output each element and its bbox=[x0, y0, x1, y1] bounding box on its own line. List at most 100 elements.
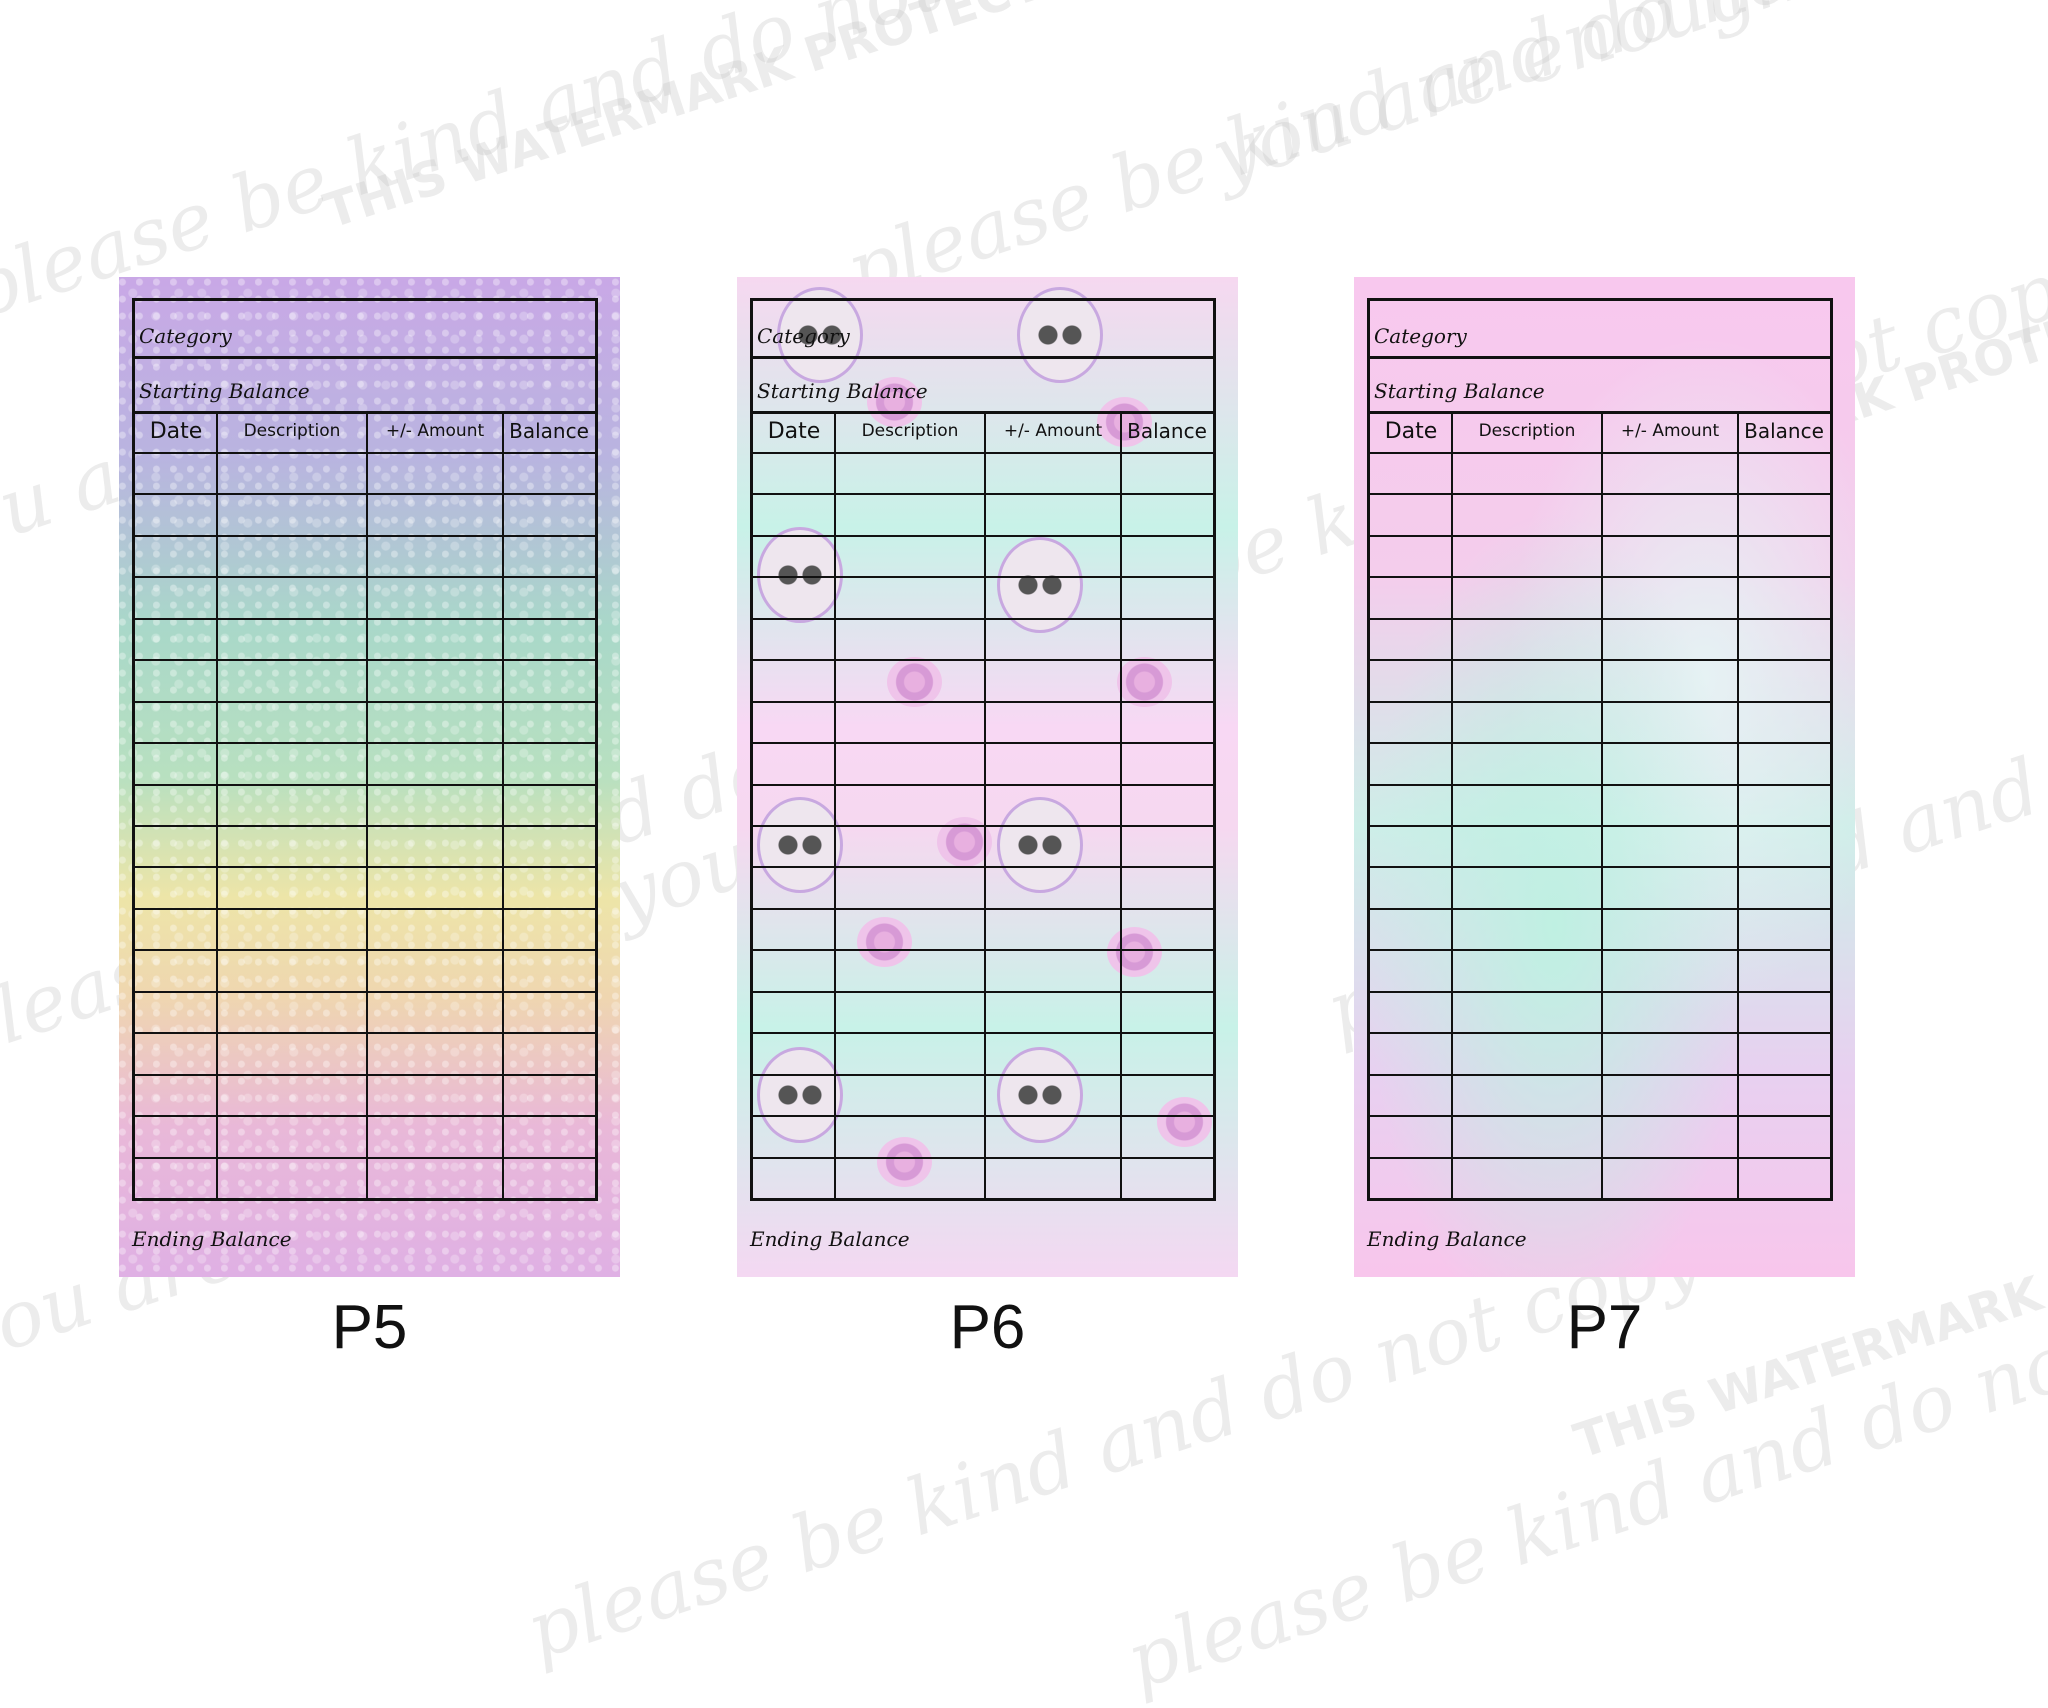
column-header: +/- Amount bbox=[385, 421, 485, 441]
rose-illustration bbox=[1117, 657, 1172, 707]
row-divider bbox=[753, 1032, 1213, 1035]
row-divider bbox=[753, 907, 1213, 910]
column-divider bbox=[1120, 411, 1122, 1198]
column-header: +/- Amount bbox=[1620, 421, 1720, 441]
row-divider bbox=[135, 617, 595, 620]
row-divider bbox=[135, 907, 595, 910]
row-divider bbox=[1370, 825, 1830, 827]
category-field[interactable]: Category bbox=[753, 301, 1213, 359]
column-header: Date bbox=[1384, 419, 1438, 444]
rose-illustration bbox=[857, 917, 912, 967]
column-divider bbox=[1601, 411, 1603, 1198]
column-divider bbox=[834, 411, 836, 1198]
row-divider bbox=[753, 742, 1213, 745]
row-divider bbox=[1370, 866, 1830, 869]
skull-illustration bbox=[997, 1047, 1083, 1143]
row-divider bbox=[753, 617, 1213, 620]
starting-balance-label: Starting Balance bbox=[757, 379, 928, 403]
column-header-row: Date Description +/- Amount Balance bbox=[1370, 411, 1830, 454]
row-divider bbox=[135, 825, 595, 827]
column-divider bbox=[1737, 411, 1739, 1198]
row-divider bbox=[135, 949, 595, 952]
skull-illustration bbox=[757, 797, 843, 893]
row-divider bbox=[135, 742, 595, 745]
column-header: Balance bbox=[509, 419, 589, 443]
row-divider bbox=[753, 949, 1213, 952]
starting-balance-label: Starting Balance bbox=[139, 379, 310, 403]
row-divider bbox=[135, 534, 595, 537]
row-divider bbox=[135, 576, 595, 579]
planner-page-p5: Category Starting Balance Date Descriptio… bbox=[119, 277, 620, 1277]
row-divider bbox=[135, 1032, 595, 1035]
row-divider bbox=[1370, 534, 1830, 537]
rose-illustration bbox=[887, 657, 942, 707]
row-divider bbox=[135, 700, 595, 703]
column-header: Date bbox=[149, 419, 203, 444]
row-divider bbox=[753, 534, 1213, 537]
row-divider bbox=[1370, 949, 1830, 952]
column-header-row: Date Description +/- Amount Balance bbox=[135, 411, 595, 454]
row-divider bbox=[753, 493, 1213, 496]
row-divider bbox=[1370, 1073, 1830, 1076]
starting-balance-field[interactable]: Starting Balance bbox=[1370, 356, 1830, 414]
page-label-p7: P7 bbox=[1566, 1293, 1643, 1362]
row-divider bbox=[135, 659, 595, 662]
ending-balance-label: Ending Balance bbox=[750, 1227, 910, 1251]
column-header: Description bbox=[861, 421, 959, 441]
row-divider bbox=[135, 866, 595, 869]
column-divider bbox=[984, 411, 986, 1198]
page-label-p6: P6 bbox=[949, 1293, 1026, 1362]
row-divider bbox=[1370, 617, 1830, 620]
planner-page-p6: Category Starting Balance Date Descriptio… bbox=[737, 277, 1238, 1277]
row-divider bbox=[135, 1073, 595, 1076]
row-divider bbox=[1370, 700, 1830, 703]
register-table: Category Starting Balance Date Descriptio… bbox=[132, 298, 598, 1201]
page-label-p5: P5 bbox=[331, 1293, 408, 1362]
row-divider bbox=[135, 1156, 595, 1159]
row-divider bbox=[1370, 576, 1830, 579]
column-header-row: Date Description +/- Amount Balance bbox=[753, 411, 1213, 454]
register-table: Category Starting Balance Date Descriptio… bbox=[1367, 298, 1833, 1201]
skull-illustration bbox=[757, 527, 843, 623]
rose-illustration bbox=[1107, 927, 1162, 977]
transaction-grid: Date Description +/- Amount Balance bbox=[135, 411, 595, 1198]
column-header: +/- Amount bbox=[1003, 421, 1103, 441]
category-field[interactable]: Category bbox=[135, 301, 595, 359]
category-field[interactable]: Category bbox=[1370, 301, 1830, 359]
register-table: Category Starting Balance Date Descriptio… bbox=[750, 298, 1216, 1201]
rose-illustration bbox=[877, 1137, 932, 1187]
ending-balance-label: Ending Balance bbox=[1367, 1227, 1527, 1251]
category-label: Category bbox=[757, 324, 850, 348]
row-divider bbox=[753, 1073, 1213, 1076]
category-label: Category bbox=[139, 324, 232, 348]
column-divider bbox=[216, 411, 218, 1198]
watermark-text: THIS WATERMARK PROTECTS MY WORK bbox=[317, 0, 1352, 240]
row-divider bbox=[753, 576, 1213, 579]
row-divider bbox=[1370, 742, 1830, 745]
watermark-text: please be kind and do not copy bbox=[516, 1212, 1712, 1678]
watermark-text: you are enough bbox=[1201, 0, 1814, 203]
starting-balance-field[interactable]: Starting Balance bbox=[753, 356, 1213, 414]
row-divider bbox=[753, 1156, 1213, 1159]
column-header: Date bbox=[767, 419, 821, 444]
skull-illustration bbox=[777, 287, 863, 383]
column-divider bbox=[366, 411, 368, 1198]
column-header: Description bbox=[1478, 421, 1576, 441]
transaction-grid: Date Description +/- Amount Balance bbox=[1370, 411, 1830, 1198]
row-divider bbox=[753, 866, 1213, 869]
row-divider bbox=[1370, 1032, 1830, 1035]
row-divider bbox=[753, 1115, 1213, 1118]
category-label: Category bbox=[1374, 324, 1467, 348]
ending-balance-label: Ending Balance bbox=[132, 1227, 292, 1251]
column-header: Balance bbox=[1744, 419, 1824, 443]
starting-balance-field[interactable]: Starting Balance bbox=[135, 356, 595, 414]
column-header: Balance bbox=[1127, 419, 1207, 443]
rose-illustration bbox=[1157, 1097, 1212, 1147]
row-divider bbox=[135, 1115, 595, 1118]
skull-illustration bbox=[997, 537, 1083, 633]
column-header: Description bbox=[243, 421, 341, 441]
row-divider bbox=[1370, 1115, 1830, 1118]
row-divider bbox=[1370, 1156, 1830, 1159]
row-divider bbox=[753, 700, 1213, 703]
starting-balance-label: Starting Balance bbox=[1374, 379, 1545, 403]
